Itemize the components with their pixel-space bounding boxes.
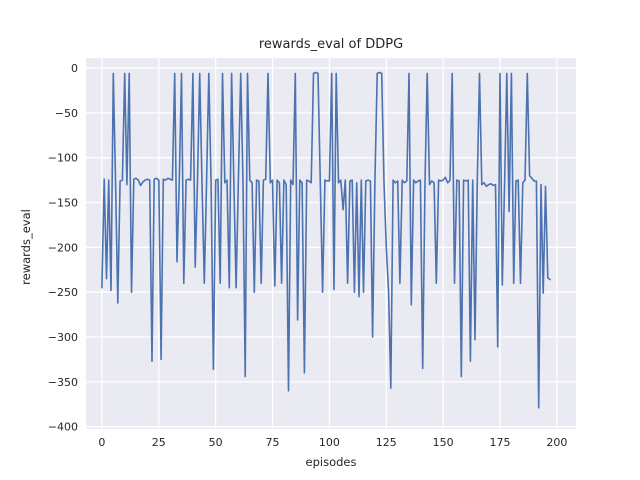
x-tick-label: 75 [266, 436, 280, 449]
y-tick-label: −100 [48, 152, 78, 165]
y-tick-label: 0 [71, 62, 78, 75]
rewards-eval-line [101, 71, 551, 409]
x-tick-label: 50 [209, 436, 223, 449]
x-tick-label: 175 [490, 436, 511, 449]
y-tick-label: −150 [48, 197, 78, 210]
y-tick-label: −350 [48, 376, 78, 389]
y-tick-label: −250 [48, 286, 78, 299]
chart-title: rewards_eval of DDPG [259, 37, 403, 52]
y-tick-label: −200 [48, 241, 78, 254]
x-tick-label: 100 [319, 436, 340, 449]
y-axis-label: rewards_eval [19, 209, 33, 285]
y-tick-label: −300 [48, 331, 78, 344]
x-tick-label: 0 [98, 436, 105, 449]
tick-labels: 0 25 50 75 100 125 150 175 200 0 −50 −100 −150 −200 −2… [48, 62, 568, 449]
x-axis-label: episodes [306, 455, 357, 469]
x-tick-label: 150 [433, 436, 454, 449]
y-tick-label: −400 [48, 421, 78, 434]
y-tick-label: −50 [55, 107, 78, 120]
x-tick-label: 125 [376, 436, 397, 449]
x-tick-label: 25 [152, 436, 166, 449]
x-tick-label: 200 [546, 436, 567, 449]
